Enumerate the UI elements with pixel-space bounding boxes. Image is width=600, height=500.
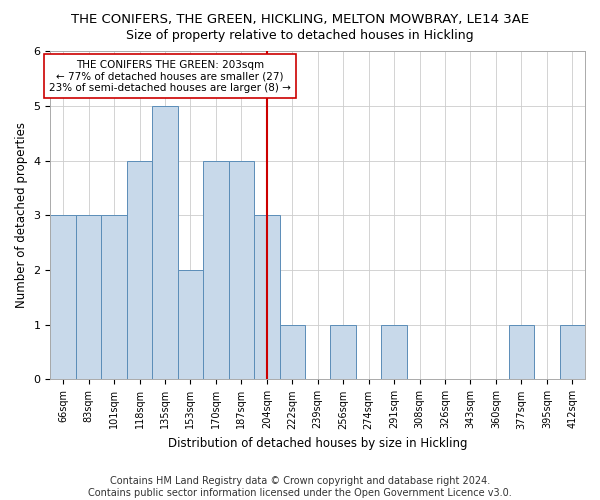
Bar [203, 161, 229, 380]
X-axis label: Distribution of detached houses by size in Hickling: Distribution of detached houses by size … [168, 437, 467, 450]
Bar [254, 216, 280, 380]
Bar [382, 325, 407, 380]
Bar [280, 325, 305, 380]
Y-axis label: Number of detached properties: Number of detached properties [15, 122, 28, 308]
Text: Size of property relative to detached houses in Hickling: Size of property relative to detached ho… [126, 29, 474, 42]
Bar [331, 325, 356, 380]
Bar [152, 106, 178, 380]
Bar [560, 325, 585, 380]
Bar [509, 325, 534, 380]
Text: Contains HM Land Registry data © Crown copyright and database right 2024.
Contai: Contains HM Land Registry data © Crown c… [88, 476, 512, 498]
Bar [76, 216, 101, 380]
Bar [50, 216, 76, 380]
Bar [127, 161, 152, 380]
Bar [178, 270, 203, 380]
Bar [229, 161, 254, 380]
Bar [101, 216, 127, 380]
Text: THE CONIFERS THE GREEN: 203sqm
← 77% of detached houses are smaller (27)
23% of : THE CONIFERS THE GREEN: 203sqm ← 77% of … [49, 60, 291, 93]
Text: THE CONIFERS, THE GREEN, HICKLING, MELTON MOWBRAY, LE14 3AE: THE CONIFERS, THE GREEN, HICKLING, MELTO… [71, 12, 529, 26]
